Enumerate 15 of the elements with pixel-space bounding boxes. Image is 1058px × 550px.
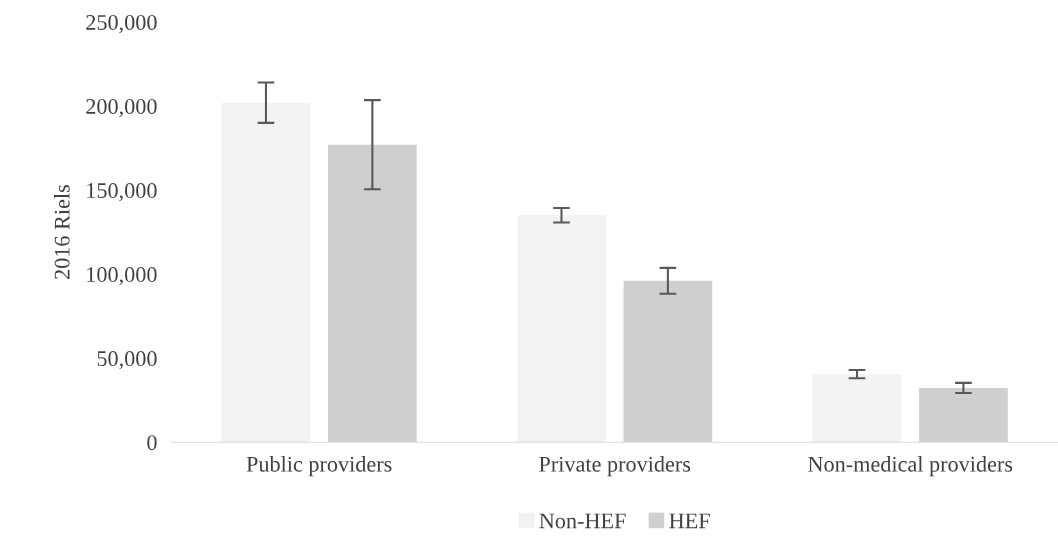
y-tick-label: 200,000 (86, 98, 157, 118)
y-tick-label: 150,000 (87, 183, 157, 202)
x-tick-label: Public providers (246, 456, 392, 477)
bar (812, 374, 902, 443)
y-tick-label: 0 (147, 435, 157, 451)
legend-label: HEF (669, 513, 710, 529)
x-tick-label: Private providers (539, 456, 691, 477)
bar (221, 102, 311, 443)
y-tick-label: 100,000 (87, 267, 157, 286)
legend-label: Non-HEF (539, 513, 626, 529)
x-tick-label: Non-medical providers (808, 456, 1013, 477)
y-tick-label: 50,000 (97, 351, 157, 370)
bar (517, 215, 606, 443)
y-axis-title: 2016 Riels (54, 185, 70, 279)
y-tick-label: 250,000 (86, 14, 157, 34)
